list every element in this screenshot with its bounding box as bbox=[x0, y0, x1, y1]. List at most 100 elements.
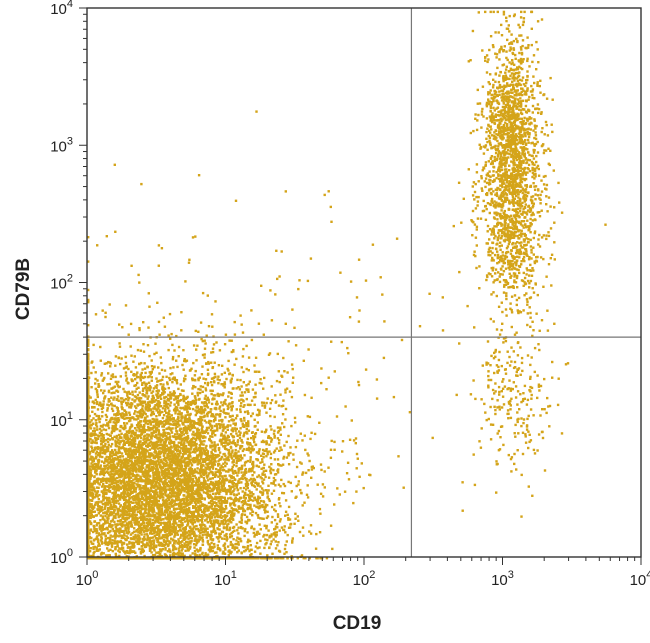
event-point bbox=[196, 459, 199, 462]
event-point bbox=[159, 397, 163, 400]
event-point bbox=[265, 440, 268, 443]
event-point bbox=[226, 448, 230, 452]
event-point bbox=[304, 448, 307, 452]
event-point bbox=[139, 530, 143, 534]
event-point bbox=[240, 323, 243, 326]
event-point bbox=[226, 545, 230, 548]
event-point bbox=[140, 450, 143, 454]
event-point bbox=[200, 418, 204, 422]
event-point bbox=[179, 438, 182, 441]
event-point bbox=[125, 452, 128, 455]
event-point bbox=[127, 390, 130, 394]
event-point bbox=[276, 352, 279, 356]
event-point bbox=[158, 401, 162, 404]
event-point bbox=[98, 548, 101, 551]
event-point bbox=[133, 513, 137, 517]
event-point bbox=[130, 404, 133, 407]
event-point bbox=[220, 481, 223, 484]
event-point bbox=[107, 372, 110, 375]
event-point bbox=[265, 441, 268, 445]
event-point bbox=[262, 387, 265, 390]
event-point bbox=[343, 490, 347, 493]
event-point bbox=[163, 510, 167, 514]
event-point bbox=[278, 520, 282, 523]
event-point bbox=[210, 424, 213, 428]
event-point bbox=[167, 498, 171, 502]
event-point bbox=[171, 358, 175, 361]
event-point bbox=[197, 507, 201, 510]
event-point bbox=[307, 454, 310, 457]
event-point bbox=[159, 447, 162, 450]
event-point bbox=[178, 465, 182, 468]
event-point bbox=[382, 356, 386, 360]
event-point bbox=[213, 447, 217, 450]
event-point bbox=[137, 503, 140, 507]
event-point bbox=[230, 535, 234, 538]
event-point bbox=[222, 468, 226, 472]
event-point bbox=[266, 450, 269, 453]
event-point bbox=[128, 411, 131, 414]
event-point bbox=[105, 460, 109, 463]
event-point bbox=[206, 414, 209, 418]
event-point bbox=[111, 404, 114, 407]
event-point bbox=[287, 516, 290, 520]
event-point bbox=[173, 545, 176, 549]
event-point bbox=[92, 343, 95, 347]
event-point bbox=[186, 521, 190, 524]
event-point bbox=[217, 448, 221, 452]
event-point bbox=[99, 345, 102, 349]
event-point bbox=[102, 436, 105, 440]
event-point bbox=[262, 489, 265, 492]
event-point bbox=[210, 451, 213, 455]
event-point bbox=[178, 410, 181, 413]
event-point bbox=[205, 398, 208, 402]
event-point bbox=[192, 513, 195, 516]
event-point bbox=[90, 449, 94, 452]
event-point bbox=[176, 491, 180, 494]
event-point bbox=[167, 521, 170, 524]
event-point bbox=[165, 444, 168, 447]
event-point bbox=[141, 451, 145, 454]
event-point bbox=[230, 339, 233, 342]
event-point bbox=[237, 505, 240, 508]
event-point bbox=[131, 496, 134, 499]
event-point bbox=[149, 527, 152, 530]
event-point bbox=[172, 390, 176, 393]
event-point bbox=[118, 342, 121, 345]
event-point bbox=[242, 347, 245, 351]
event-point bbox=[273, 557, 277, 560]
event-point bbox=[137, 528, 140, 531]
event-point bbox=[227, 470, 230, 473]
event-point bbox=[210, 383, 214, 387]
event-point bbox=[135, 376, 139, 379]
event-point bbox=[230, 455, 233, 459]
event-point bbox=[253, 418, 256, 421]
event-point bbox=[176, 365, 179, 369]
event-point bbox=[128, 437, 131, 440]
event-point bbox=[260, 440, 264, 444]
event-point bbox=[184, 377, 187, 381]
event-point bbox=[125, 501, 128, 504]
event-point bbox=[161, 375, 165, 379]
event-point bbox=[185, 531, 189, 534]
event-point bbox=[97, 383, 100, 386]
event-point bbox=[120, 403, 123, 406]
event-point bbox=[274, 525, 278, 528]
event-point bbox=[245, 422, 248, 425]
event-point bbox=[202, 415, 205, 419]
event-point bbox=[236, 439, 240, 442]
event-point bbox=[171, 343, 174, 347]
event-point bbox=[191, 523, 194, 526]
event-point bbox=[246, 424, 249, 427]
event-point bbox=[306, 452, 309, 455]
event-point bbox=[264, 469, 268, 472]
event-point bbox=[194, 543, 198, 547]
event-point bbox=[243, 425, 246, 428]
event-point bbox=[218, 474, 222, 477]
event-point bbox=[138, 328, 141, 332]
event-point bbox=[277, 498, 281, 501]
event-point bbox=[252, 438, 255, 441]
event-point bbox=[206, 428, 209, 432]
event-point bbox=[223, 381, 226, 384]
event-point bbox=[96, 395, 99, 399]
